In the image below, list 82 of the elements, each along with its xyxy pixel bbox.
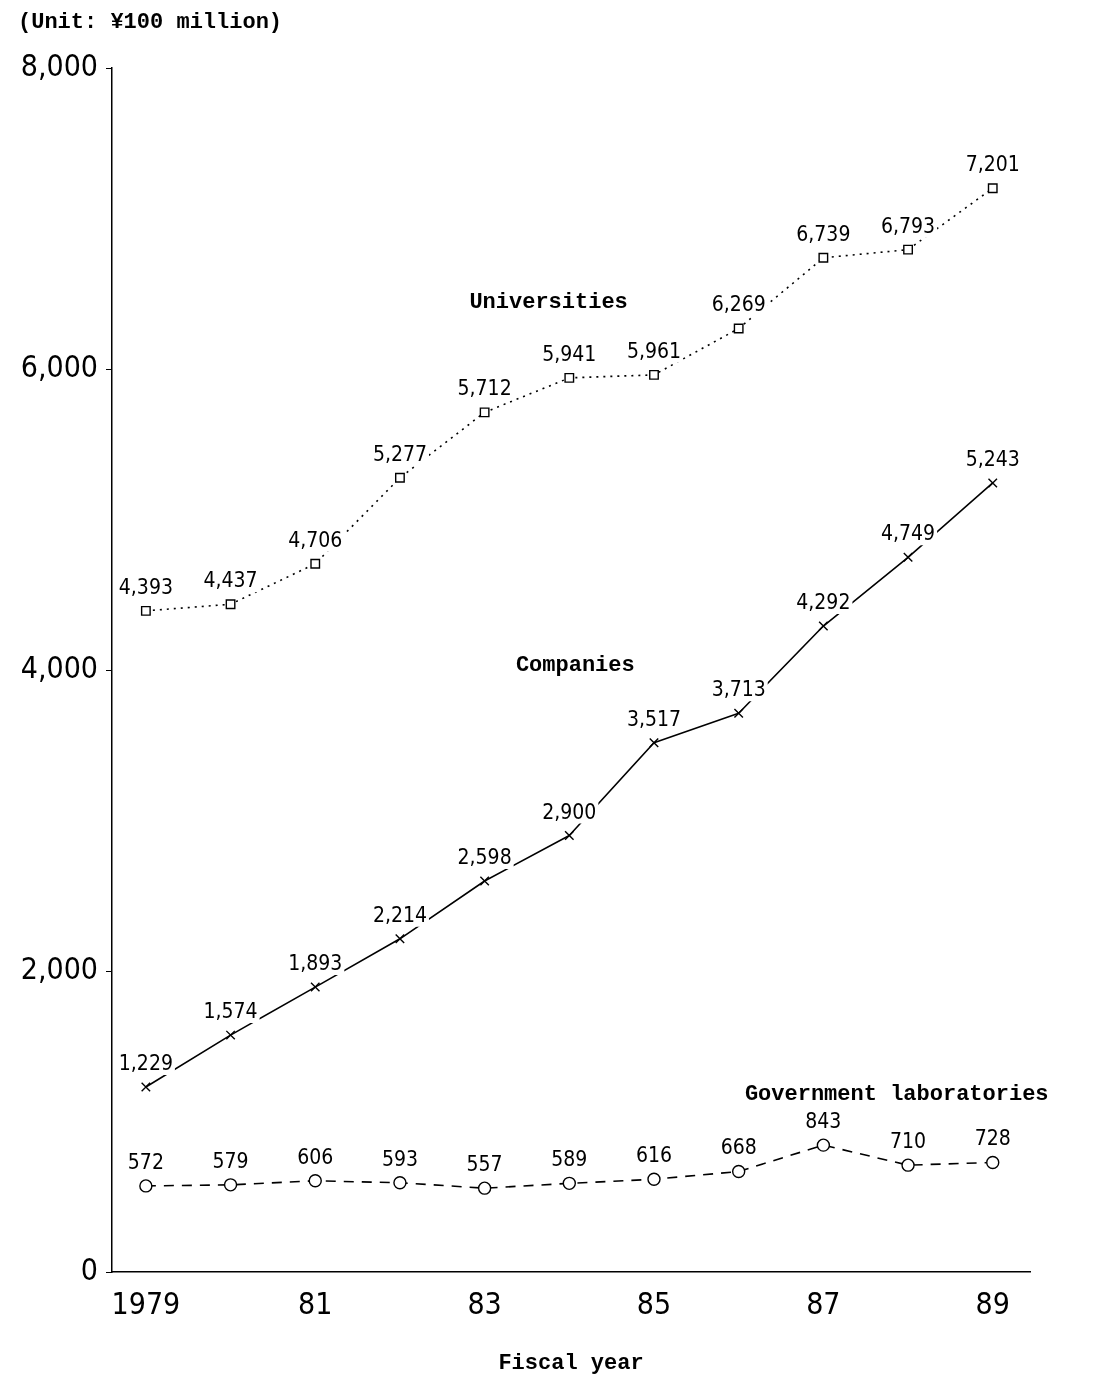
data-label: 5,277 — [372, 441, 427, 466]
data-label: 3,517 — [626, 706, 682, 731]
data-label: 5,243 — [965, 446, 1020, 471]
data-label: 5,712 — [457, 376, 512, 401]
data-label: 616 — [635, 1143, 673, 1168]
data-label: 6,739 — [796, 221, 851, 246]
point — [903, 552, 913, 563]
x-tick-label: 85 — [636, 1285, 672, 1321]
data-label: 579 — [212, 1148, 249, 1173]
point — [394, 933, 405, 944]
data-label: 4,292 — [796, 590, 851, 615]
point — [818, 252, 829, 263]
point — [139, 1179, 153, 1193]
point — [394, 472, 405, 483]
point — [310, 558, 321, 569]
point — [987, 183, 998, 194]
data-label: 2,598 — [457, 844, 512, 869]
y-tick-label: 0 — [80, 1251, 98, 1287]
data-label: 4,437 — [203, 568, 258, 593]
data-label: 4,393 — [118, 574, 173, 599]
text: Universities — [469, 289, 628, 315]
data-label: 3,713 — [711, 677, 766, 702]
point — [308, 1174, 322, 1188]
y-tick-label: 4,000 — [20, 649, 98, 685]
point — [223, 1178, 238, 1192]
y-tick-label: 6,000 — [20, 348, 98, 384]
data-label: 589 — [551, 1147, 588, 1172]
point — [901, 1158, 915, 1172]
point — [479, 407, 490, 418]
point — [733, 708, 744, 719]
text: Companies — [515, 653, 635, 679]
data-label: 710 — [890, 1129, 927, 1154]
data-label: 4,706 — [288, 527, 343, 552]
data-label: 1,229 — [118, 1050, 173, 1075]
point — [647, 1172, 661, 1186]
data-label: 668 — [720, 1135, 757, 1160]
point — [987, 477, 998, 488]
point — [140, 1082, 151, 1092]
point — [225, 1030, 236, 1041]
point — [393, 1176, 407, 1190]
data-label: 7,201 — [965, 152, 1020, 177]
point — [649, 737, 659, 748]
data-label: 557 — [466, 1152, 503, 1177]
data-label: 5,941 — [542, 341, 597, 366]
point — [310, 982, 321, 993]
point — [140, 605, 151, 616]
y-axis-title: (Unit: ¥100 million) — [18, 9, 283, 35]
point — [225, 599, 236, 610]
x-tick-label: 87 — [806, 1285, 841, 1321]
data-label: 606 — [297, 1144, 334, 1169]
point — [818, 621, 829, 631]
point — [564, 830, 575, 841]
x-tick-label: 81 — [298, 1285, 333, 1321]
x-axis-title: Fiscal year — [498, 1351, 644, 1377]
data-label: 1,574 — [203, 999, 258, 1024]
point — [816, 1138, 831, 1152]
data-label: 5,961 — [626, 338, 682, 363]
y-tick-label: 2,000 — [20, 950, 98, 986]
point — [564, 372, 575, 383]
data-label: 1,893 — [288, 951, 343, 976]
point — [649, 369, 659, 380]
data-label: 728 — [974, 1126, 1011, 1151]
point — [562, 1176, 577, 1191]
data-label: 572 — [127, 1149, 164, 1174]
x-tick-label: 89 — [975, 1285, 1010, 1321]
data-label: 843 — [805, 1109, 842, 1134]
point — [733, 323, 744, 334]
data-label: 2,214 — [372, 902, 427, 927]
data-label: 6,269 — [711, 292, 766, 317]
point — [479, 876, 490, 886]
data-label: 6,793 — [881, 213, 936, 238]
text: Government laboratories — [744, 1081, 1049, 1107]
data-label: 593 — [381, 1146, 418, 1171]
point — [477, 1181, 492, 1195]
point — [903, 244, 913, 255]
data-label: 4,749 — [881, 521, 936, 546]
point — [986, 1155, 1000, 1170]
y-tick-label: 8,000 — [20, 47, 98, 83]
data-label: 2,900 — [542, 799, 597, 824]
x-tick-label: 83 — [467, 1285, 502, 1321]
x-tick-label: 1979 — [111, 1285, 181, 1321]
point — [731, 1164, 746, 1179]
